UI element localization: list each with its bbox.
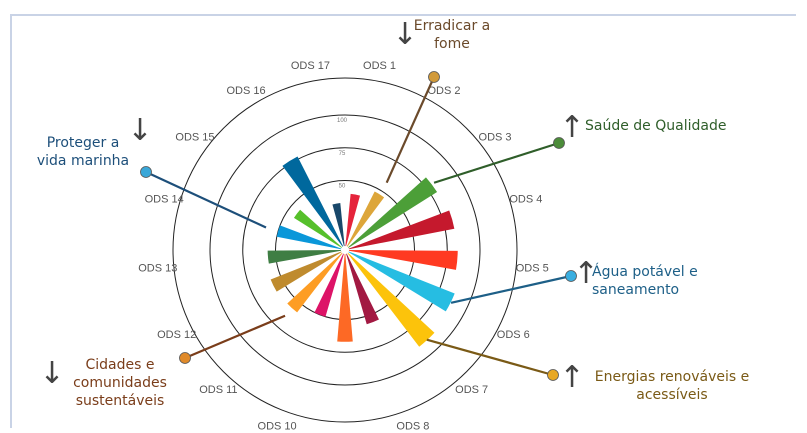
annotation-label: Saúde de Qualidade (585, 118, 726, 134)
trend-down-arrow-icon: ↓ (392, 17, 417, 52)
grid-circle-75 (242, 147, 448, 353)
annotation-dot (428, 71, 440, 83)
annotation-leader-line (145, 171, 267, 229)
bar-ods-4 (348, 210, 455, 250)
radial-tick-label: 50 (339, 184, 346, 190)
annotation-label: Proteger a (47, 135, 120, 151)
bar-ods-13 (267, 250, 342, 264)
category-label: ODS 11 (199, 384, 237, 396)
trend-up-arrow-icon: ↑ (573, 256, 598, 291)
bar-ods-6 (348, 251, 455, 312)
annotation-label: Energias renováveis e (595, 369, 749, 385)
bar-ods-17 (332, 203, 345, 247)
category-label: ODS 10 (258, 420, 297, 432)
category-label: ODS 12 (157, 329, 196, 341)
category-label: ODS 7 (455, 384, 488, 396)
grid-circle-100 (209, 114, 481, 386)
category-labels: ODS 1 ODS 2 ODS 3 ODS 4 ODS 5 ODS 6 ODS 7 ODS 8… (138, 60, 549, 432)
annotation-label: Cidades e (86, 357, 155, 373)
bar-ods-3 (347, 177, 438, 248)
category-label: ODS 6 (497, 329, 530, 341)
category-label: ODS 16 (226, 85, 265, 97)
trend-down-arrow-icon: ↓ (39, 356, 64, 391)
chart-frame (10, 14, 796, 428)
radial-tick-label: 100 (337, 118, 348, 124)
annotation-leader-line (385, 76, 436, 184)
bar-ods-14 (276, 225, 342, 250)
category-label: ODS 17 (291, 60, 330, 72)
annotation-label: fome (434, 36, 470, 52)
annotation-label: comunidades (73, 375, 167, 391)
annotation-leader-line (426, 338, 554, 377)
trend-up-arrow-icon: ↑ (559, 360, 584, 395)
annotation-label: acessíveis (636, 387, 707, 403)
annotation-dot (553, 137, 565, 149)
annotation-label: Erradicar a (414, 18, 491, 34)
annotation-dot (565, 270, 577, 282)
bar-ods-7 (347, 252, 435, 347)
bar-ods-12 (270, 251, 342, 292)
annotation-leader-line (450, 274, 572, 304)
annotation-label: sustentáveis (76, 393, 165, 409)
category-label: ODS 8 (396, 420, 429, 432)
category-label: ODS 5 (516, 262, 549, 274)
category-label: ODS 15 (175, 132, 214, 144)
bar-ods-9 (337, 253, 353, 342)
bars (267, 156, 458, 347)
radial-tick-label: 75 (339, 151, 346, 157)
annotation-leader-line (184, 314, 286, 360)
bar-ods-10 (314, 253, 344, 317)
category-label: ODS 2 (427, 85, 460, 97)
annotation-dot (547, 369, 559, 381)
annotation-leader-line (433, 141, 560, 184)
bar-ods-8 (346, 253, 379, 325)
outer-ring (172, 77, 518, 423)
bar-ods-1 (345, 193, 361, 247)
category-label: ODS 1 (363, 60, 396, 72)
trend-down-arrow-icon: ↓ (127, 113, 152, 148)
category-label: ODS 4 (509, 194, 542, 206)
annotation-label: vida marinha (37, 153, 129, 169)
bar-ods-15 (293, 209, 343, 248)
bar-ods-11 (287, 252, 343, 313)
annotation-label: Água potável e (592, 263, 698, 280)
category-label: ODS 3 (479, 132, 512, 144)
bar-ods-5 (348, 250, 458, 270)
bar-ods-16 (282, 156, 344, 247)
annotation-label: saneamento (592, 282, 679, 298)
trend-up-arrow-icon: ↑ (559, 110, 584, 145)
category-label: ODS 13 (138, 262, 177, 274)
annotation-dot (179, 352, 191, 364)
bar-ods-2 (346, 191, 385, 247)
category-label: ODS 14 (145, 194, 184, 206)
annotation-dot (140, 166, 152, 178)
